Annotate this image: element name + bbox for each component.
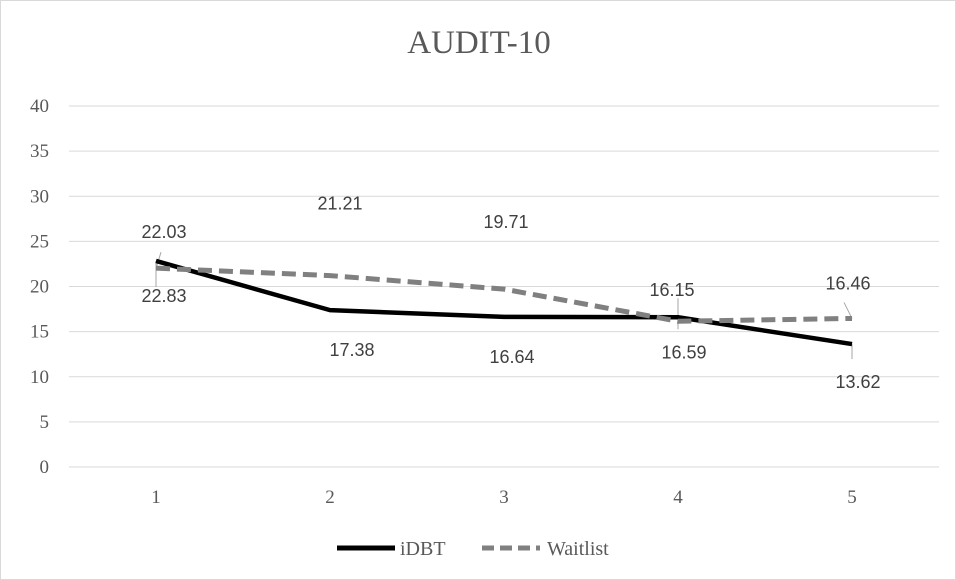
y-tick-label: 0 bbox=[40, 457, 50, 478]
y-tick-label: 10 bbox=[30, 367, 49, 388]
data-label-idbt: 13.62 bbox=[835, 372, 880, 392]
gridlines bbox=[69, 105, 939, 468]
legend-label-waitlist: Waitlist bbox=[547, 538, 609, 560]
data-labels: 22.83 17.38 16.64 16.59 13.62 22.03 21.21 19.71… bbox=[141, 194, 880, 392]
x-axis-tick-labels: 1 2 3 4 5 bbox=[151, 487, 857, 508]
data-label-idbt: 16.64 bbox=[489, 347, 534, 367]
data-label-idbt: 17.38 bbox=[329, 340, 374, 360]
data-label-waitlist: 16.46 bbox=[825, 273, 870, 293]
y-tick-label: 15 bbox=[30, 322, 49, 343]
data-label-idbt: 22.83 bbox=[141, 286, 186, 306]
x-tick-label: 3 bbox=[499, 487, 509, 508]
chart-title: AUDIT-10 bbox=[407, 25, 551, 61]
data-label-waitlist: 21.21 bbox=[317, 194, 362, 214]
y-tick-label: 30 bbox=[30, 186, 49, 207]
data-label-leader bbox=[843, 302, 853, 319]
legend: iDBT Waitlist bbox=[337, 538, 609, 560]
series-line-waitlist bbox=[155, 265, 853, 324]
y-tick-label: 25 bbox=[30, 231, 49, 252]
data-label-idbt: 16.59 bbox=[661, 342, 706, 362]
legend-label-idbt: iDBT bbox=[400, 538, 446, 560]
x-tick-label: 1 bbox=[151, 487, 161, 508]
x-tick-label: 5 bbox=[847, 487, 857, 508]
data-label-waitlist: 16.15 bbox=[649, 280, 694, 300]
data-label-waitlist: 22.03 bbox=[141, 222, 186, 242]
y-tick-label: 20 bbox=[30, 277, 49, 298]
y-axis-tick-labels: 0 5 10 15 20 25 30 35 40 bbox=[30, 96, 49, 478]
series-lines bbox=[155, 258, 853, 347]
data-label-leaders bbox=[155, 252, 853, 360]
x-tick-label: 4 bbox=[673, 487, 683, 508]
y-tick-label: 35 bbox=[30, 141, 49, 162]
y-tick-label: 40 bbox=[30, 96, 49, 117]
data-label-waitlist: 19.71 bbox=[483, 212, 528, 232]
x-tick-label: 2 bbox=[325, 487, 335, 508]
y-tick-label: 5 bbox=[40, 412, 50, 433]
